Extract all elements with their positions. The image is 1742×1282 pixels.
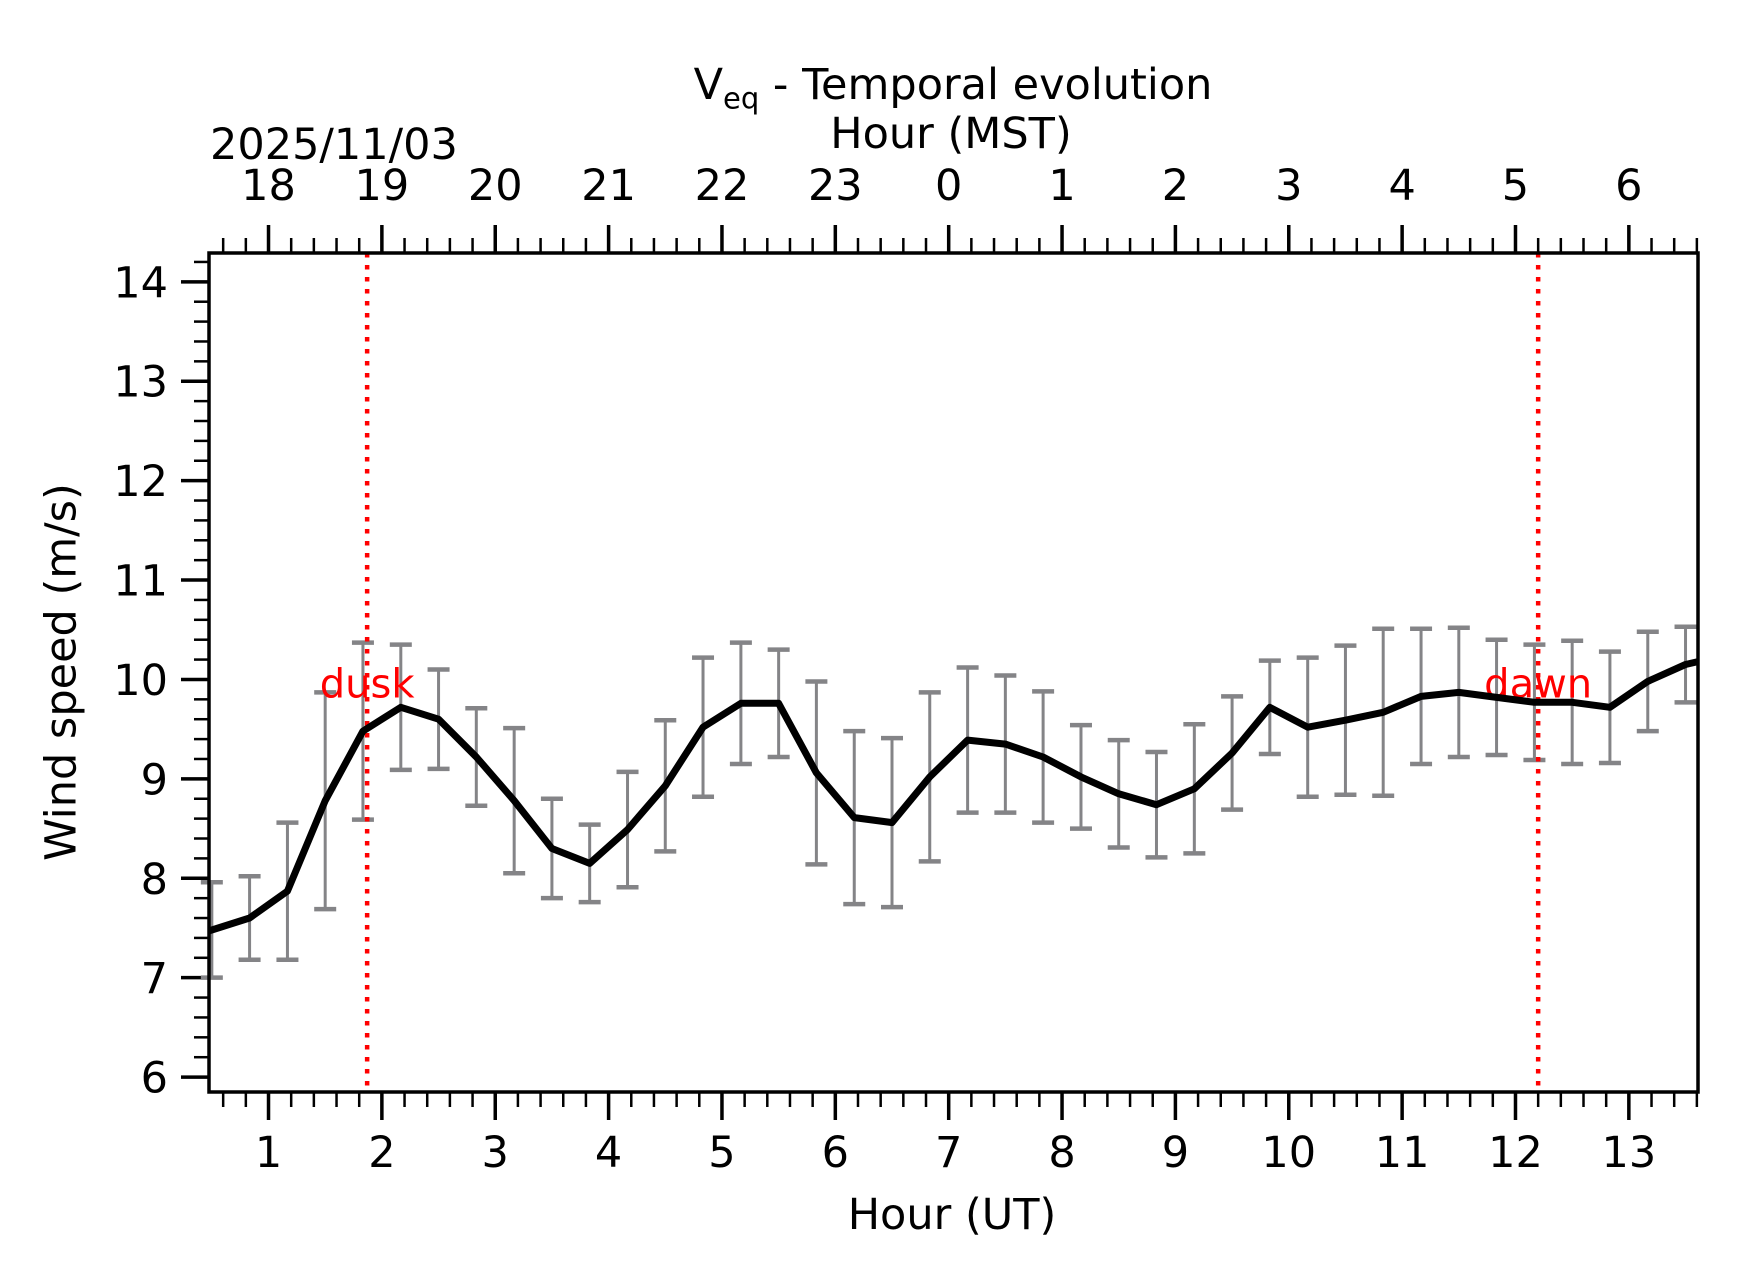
y-tick-label: 6	[141, 1054, 168, 1104]
error-bars	[200, 624, 1697, 980]
axis-ticks	[181, 225, 1699, 1120]
top-tick-label: 19	[355, 161, 410, 211]
top-tick-label: 23	[808, 161, 863, 211]
plot-border	[207, 251, 1700, 1094]
top-tick-label: 0	[935, 161, 962, 211]
bottom-tick-label: 8	[1048, 1128, 1075, 1178]
bottom-tick-label: 2	[368, 1128, 395, 1178]
bottom-tick-label: 6	[822, 1128, 849, 1178]
top-tick-label: 4	[1388, 161, 1415, 211]
bottom-tick-label: 10	[1261, 1128, 1316, 1178]
tick-labels: 1182193204215226237081921031141251366789…	[113, 161, 1656, 1178]
top-tick-label: 20	[468, 161, 523, 211]
top-tick-label: 6	[1615, 161, 1642, 211]
title-subscript: eq	[722, 81, 760, 116]
y-tick-label: 8	[141, 855, 168, 905]
top-tick-label: 3	[1275, 161, 1302, 211]
y-axis-label: Wind speed (m/s)	[36, 483, 87, 861]
bottom-tick-label: 5	[708, 1128, 735, 1178]
chart-title: Veq - Temporal evolution	[694, 64, 1213, 114]
y-tick-label: 11	[113, 557, 168, 607]
top-tick-label: 18	[241, 161, 296, 211]
dusk-label: dusk	[320, 661, 416, 707]
title-prefix: V	[693, 60, 723, 110]
bottom-axis-label: Hour (UT)	[847, 1190, 1057, 1240]
y-tick-label: 9	[141, 755, 168, 805]
y-tick-label: 13	[113, 358, 168, 408]
top-axis-label: Hour (MST)	[830, 109, 1072, 159]
bottom-tick-label: 1	[255, 1128, 282, 1178]
date-label: 2025/11/03	[210, 120, 458, 170]
bottom-tick-label: 4	[595, 1128, 622, 1178]
title-suffix: - Temporal evolution	[759, 60, 1213, 110]
bottom-tick-label: 3	[482, 1128, 509, 1178]
bottom-tick-label: 12	[1488, 1128, 1543, 1178]
top-tick-label: 22	[695, 161, 750, 211]
bottom-tick-label: 13	[1601, 1128, 1656, 1178]
top-tick-label: 5	[1502, 161, 1529, 211]
top-tick-label: 2	[1162, 161, 1189, 211]
wind-speed-line	[207, 658, 1699, 935]
top-tick-label: 1	[1048, 161, 1075, 211]
bottom-tick-label: 9	[1162, 1128, 1189, 1178]
y-tick-label: 14	[113, 258, 168, 308]
y-tick-label: 10	[113, 656, 168, 706]
y-tick-label: 7	[141, 954, 168, 1004]
bottom-tick-label: 7	[935, 1128, 962, 1178]
top-tick-label: 21	[581, 161, 636, 211]
bottom-tick-label: 11	[1375, 1128, 1430, 1178]
y-tick-label: 12	[113, 457, 168, 507]
